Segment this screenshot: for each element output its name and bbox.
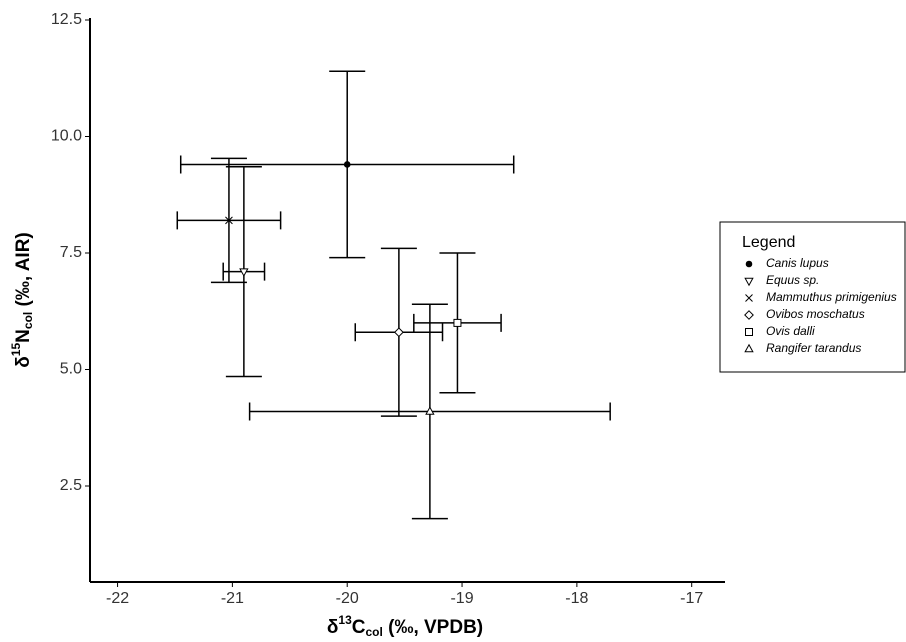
x-axis-title: δ13Ccol (‰, VPDB) (327, 613, 483, 639)
point (225, 216, 233, 225)
y-tick-label: 12.5 (51, 11, 82, 28)
legend-marker (744, 343, 754, 353)
legend-marker (744, 310, 754, 320)
legend-label: Equus sp. (766, 273, 819, 287)
x-tick-label: -17 (680, 590, 703, 607)
y-tick-label: 2.5 (60, 477, 82, 494)
y-tick-label: 7.5 (60, 244, 82, 261)
x-tick-label: -22 (106, 590, 129, 607)
legend-title: Legend (742, 234, 795, 251)
x-tick-label: -18 (565, 590, 588, 607)
legend-marker (744, 277, 754, 287)
legend-label: Mammuthus primigenius (766, 290, 897, 304)
point (393, 327, 404, 338)
legend-label: Canis lupus (766, 256, 829, 270)
point (425, 406, 435, 415)
legend-marker (745, 260, 753, 268)
y-tick-label: 5.0 (60, 361, 82, 378)
legend-label: Ovibos moschatus (766, 307, 865, 321)
legend-marker (745, 294, 753, 302)
point (343, 161, 351, 168)
point (453, 318, 462, 327)
x-tick-label: -21 (221, 590, 244, 607)
x-tick-label: -19 (450, 590, 473, 607)
x-tick-label: -20 (336, 590, 359, 607)
y-axis-title: δ15Ncol (‰, AIR) (9, 232, 35, 367)
point (239, 268, 249, 277)
legend-label: Rangifer tarandus (766, 341, 861, 355)
y-tick-label: 10.0 (51, 128, 82, 145)
legend-label: Ovis dalli (766, 324, 815, 338)
legend-marker (745, 328, 753, 336)
legend-box (719, 221, 906, 373)
